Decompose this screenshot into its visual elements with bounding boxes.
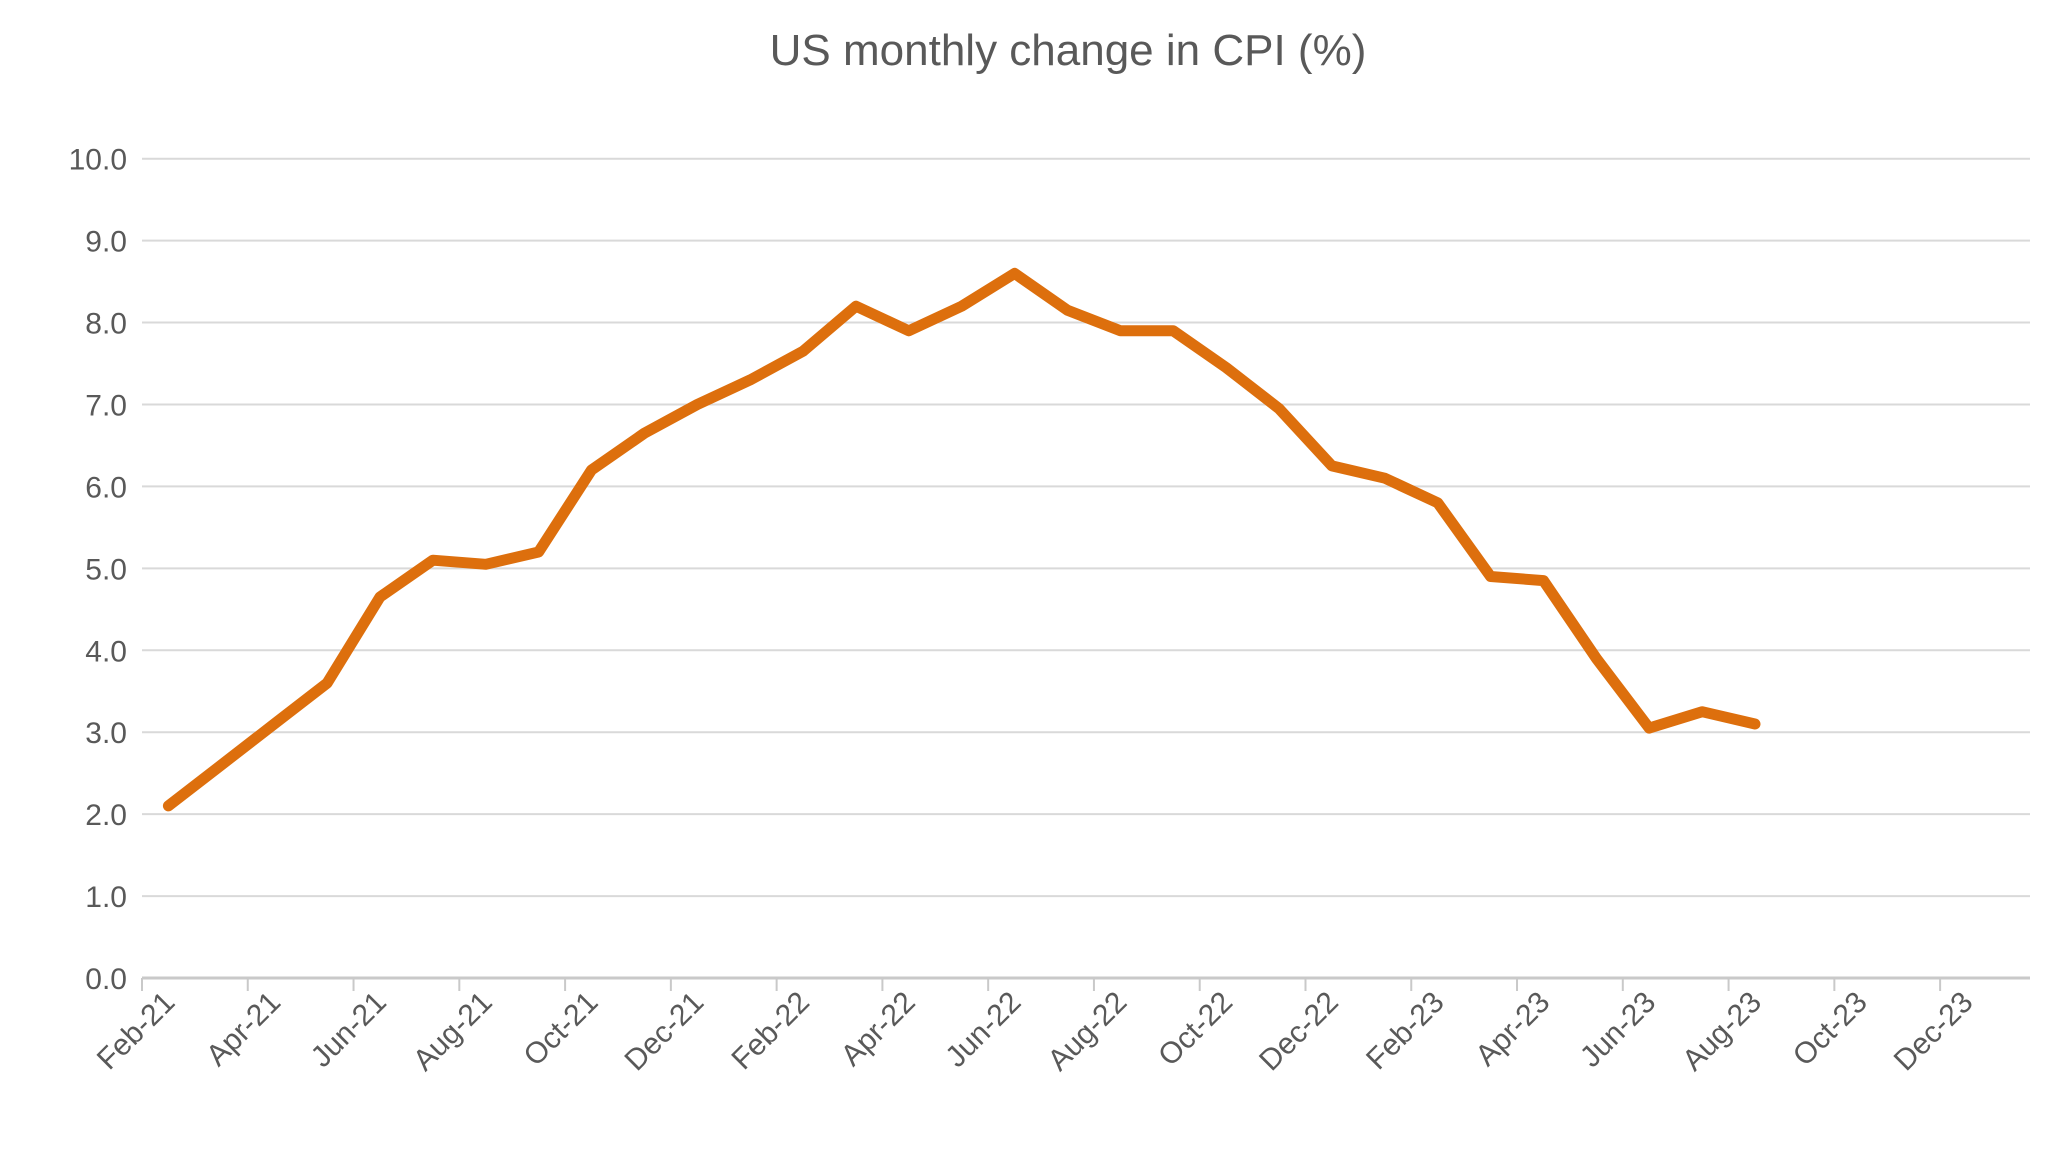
- y-axis-tick-label: 5.0: [85, 553, 127, 586]
- y-axis-labels: 0.0 1.0 2.0 3.0 4.0 5.0 6.0 7.0 8.0 9.0 10.0: [69, 144, 127, 996]
- y-axis-tick-label: 8.0: [85, 308, 127, 341]
- x-axis-ticks: [141, 978, 1942, 991]
- x-axis-tick-label: Aug-22: [1042, 986, 1134, 1078]
- x-axis-labels: Feb-21 Apr-21 Jun-21 Aug-21 Oct-21 Dec-21 Feb-…: [91, 986, 1980, 1078]
- x-axis-tick-label: Feb-23: [1360, 986, 1451, 1077]
- x-axis-tick-label: Aug-21: [407, 986, 499, 1078]
- x-axis-tick-label: Apr-22: [835, 986, 922, 1073]
- y-axis-tick-label: 2.0: [85, 799, 127, 832]
- x-axis-tick-label: Feb-22: [725, 986, 816, 1077]
- x-axis-tick-label: Apr-21: [200, 986, 287, 1073]
- y-axis-tick-label: 6.0: [85, 471, 127, 504]
- y-axis-tick-label: 9.0: [85, 226, 127, 259]
- x-axis-tick-label: Feb-21: [91, 986, 182, 1077]
- x-axis-tick-label: Oct-23: [1787, 986, 1874, 1073]
- y-axis-tick-label: 7.0: [85, 389, 127, 422]
- x-axis-tick-label: Jun-22: [939, 986, 1027, 1074]
- y-axis-tick-label: 3.0: [85, 717, 127, 750]
- y-axis-tick-label: 10.0: [69, 144, 127, 177]
- x-axis-tick-label: Dec-22: [1253, 986, 1345, 1078]
- x-axis-tick-label: Apr-23: [1469, 986, 1556, 1073]
- gridlines: [142, 157, 2030, 980]
- chart-title: US monthly change in CPI (%): [769, 26, 1367, 75]
- x-axis-tick-label: Jun-23: [1574, 986, 1662, 1074]
- x-axis-tick-label: Oct-22: [1152, 986, 1239, 1073]
- x-axis-tick-label: Jun-21: [305, 986, 393, 1074]
- cpi-series-line: [162, 267, 1761, 812]
- y-axis-tick-label: 0.0: [85, 963, 127, 996]
- x-axis-tick-label: Oct-21: [517, 986, 604, 1073]
- x-axis-tick-label: Dec-21: [619, 986, 711, 1078]
- x-axis-tick-label: Dec-23: [1888, 986, 1980, 1078]
- y-axis-tick-label: 4.0: [85, 635, 127, 668]
- y-axis-tick-label: 1.0: [85, 881, 127, 914]
- x-axis-tick-label: Aug-23: [1676, 986, 1768, 1078]
